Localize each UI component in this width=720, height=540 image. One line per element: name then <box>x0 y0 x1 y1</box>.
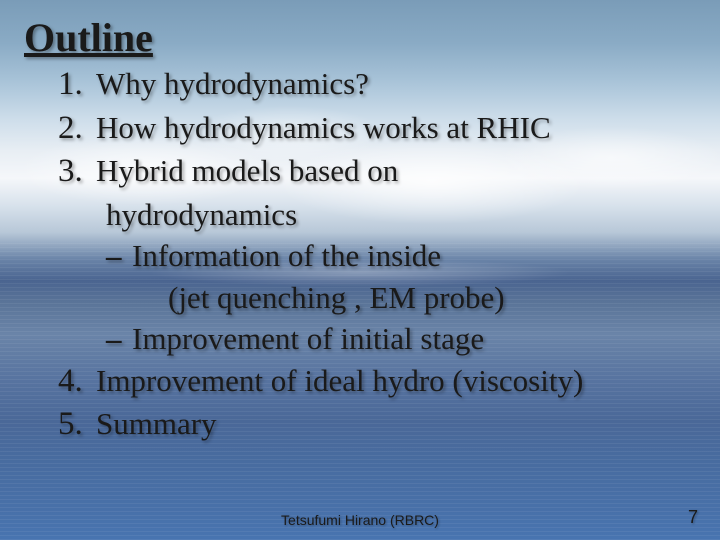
footer-author: Tetsufumi Hirano (RBRC) <box>0 512 720 528</box>
dash-icon: – <box>106 318 132 360</box>
item-text: Why hydrodynamics? <box>96 66 369 101</box>
item-text: Hybrid models based on <box>96 153 398 188</box>
list-item: 1.Why hydrodynamics? <box>58 63 696 107</box>
slide: Outline 1.Why hydrodynamics? 2.How hydro… <box>0 0 720 540</box>
item-continuation: hydrodynamics <box>58 194 696 236</box>
sub-item-text: Improvement of initial stage <box>132 321 484 356</box>
list-item: 5.Summary <box>58 403 696 447</box>
sub-list: –Information of the inside (jet quenchin… <box>58 235 696 360</box>
list-item: 2.How hydrodynamics works at RHIC <box>58 107 696 151</box>
sub-item: –Information of the inside <box>106 235 696 277</box>
slide-title: Outline <box>24 14 696 61</box>
item-number: 5. <box>58 403 96 447</box>
sub-item-extra: (jet quenching , EM probe) <box>106 277 696 319</box>
dash-icon: – <box>106 235 132 277</box>
list-item: 4.Improvement of ideal hydro (viscosity) <box>58 360 696 404</box>
footer-page-number: 7 <box>688 507 698 528</box>
item-text: How hydrodynamics works at RHIC <box>96 110 551 145</box>
item-text: Improvement of ideal hydro (viscosity) <box>96 363 583 398</box>
item-number: 4. <box>58 360 96 404</box>
sub-item-text: Information of the inside <box>132 238 441 273</box>
item-number: 1. <box>58 63 96 107</box>
sub-item: –Improvement of initial stage <box>106 318 696 360</box>
item-number: 2. <box>58 107 96 151</box>
item-text: Summary <box>96 406 217 441</box>
list-item: 3.Hybrid models based on <box>58 150 696 194</box>
outline-list: 1.Why hydrodynamics? 2.How hydrodynamics… <box>24 63 696 447</box>
item-number: 3. <box>58 150 96 194</box>
